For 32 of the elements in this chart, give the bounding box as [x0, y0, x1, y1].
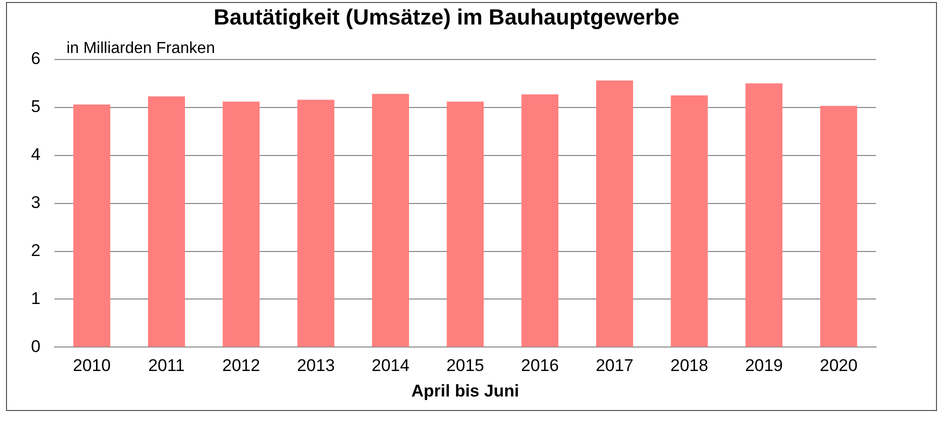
x-tick-label: 2016	[521, 356, 559, 376]
y-tick-label: 3	[30, 192, 40, 212]
x-tick-label: 2010	[72, 356, 111, 376]
x-tick-label: 2011	[148, 356, 185, 376]
bar	[148, 96, 185, 347]
x-axis-title: April bis Juni	[411, 381, 520, 400]
x-tick-label: 2015	[446, 356, 484, 376]
bar	[596, 80, 634, 347]
bar	[297, 100, 334, 347]
x-tick-label: 2013	[296, 356, 335, 376]
y-tick-label: 1	[30, 288, 40, 308]
x-tick-label: 2012	[222, 356, 260, 376]
bar	[73, 104, 110, 347]
x-tick-label: 2014	[372, 356, 410, 376]
bar	[820, 106, 858, 347]
y-axis-title: in Milliarden Franken	[66, 40, 215, 57]
chart-title: Bautätigkeit (Umsätze) im Bauhauptgewerbe	[214, 4, 680, 30]
bar	[521, 94, 558, 347]
x-tick-label: 2019	[745, 356, 783, 376]
y-tick-label: 2	[30, 240, 40, 260]
x-tick-label: 2018	[670, 356, 708, 376]
x-tick-label: 2020	[820, 356, 858, 376]
bar	[372, 94, 410, 347]
bar	[222, 102, 260, 347]
x-tick-label: 2017	[596, 356, 634, 376]
bar	[745, 83, 782, 347]
y-tick-label: 6	[30, 49, 40, 68]
bar	[446, 102, 484, 347]
bar	[670, 95, 708, 347]
y-tick-label: 5	[30, 97, 40, 116]
y-tick-label: 4	[30, 145, 40, 164]
y-tick-label: 0	[30, 336, 40, 356]
